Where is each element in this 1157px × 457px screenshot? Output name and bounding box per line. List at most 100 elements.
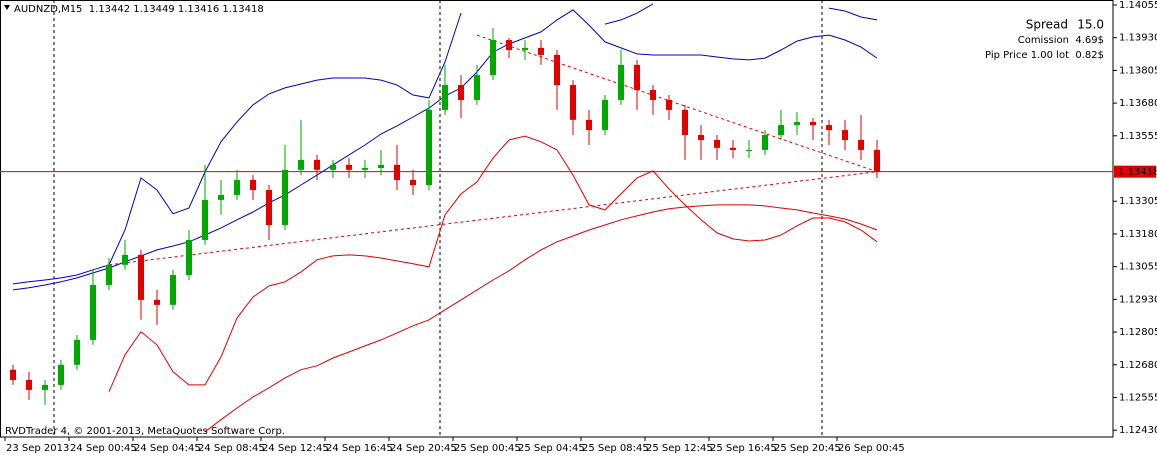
candle-body [410, 180, 416, 186]
candle-body [666, 99, 672, 110]
candle-body [186, 239, 192, 276]
x-tick-label: 23 Sep 2013 [6, 443, 69, 454]
indicator-line [108, 135, 878, 392]
info-value: 0.82$ [1075, 50, 1104, 61]
candle-body [202, 199, 208, 240]
candle-body [826, 125, 832, 131]
y-tick-label: 1.13555 [1119, 131, 1157, 142]
candle-body [698, 135, 704, 140]
axes: 1.14055 1.13930 1.13805 1.13680 1.13555 1.133… [4, 0, 1157, 454]
last-price-box [1114, 165, 1156, 178]
candle-body [170, 275, 176, 305]
candle-body [346, 164, 352, 170]
trend-line [108, 171, 878, 266]
candle-body [618, 64, 624, 100]
x-tick-label: 24 Sep 16:45 [326, 443, 393, 454]
last-price-label: 1.13418 [1118, 167, 1157, 178]
x-tick-label: 25 Sep 00:45 [454, 443, 521, 454]
candle-body [314, 159, 320, 170]
indicator-line [12, 3, 878, 285]
trend-line [476, 34, 878, 173]
candle-body [122, 254, 128, 265]
candle-body [426, 109, 432, 186]
candle-body [330, 164, 336, 170]
candle-body [266, 189, 272, 226]
candle-body [682, 109, 688, 136]
info-value: 15.0 [1077, 18, 1104, 32]
footer: RVDTrader 4, © 2001-2013, MetaQuotes Sof… [5, 426, 285, 437]
candle-body [458, 85, 464, 100]
y-tick-label: 1.13055 [1119, 262, 1157, 273]
y-tick-label: 1.12805 [1119, 327, 1157, 338]
x-tick-label: 25 Sep 12:45 [646, 443, 713, 454]
y-tick-label: 1.13680 [1119, 98, 1157, 109]
candle-body [506, 40, 512, 50]
x-tick-label: 24 Sep 20:45 [390, 443, 457, 454]
candle-body [106, 264, 112, 285]
candle-body [794, 121, 800, 126]
candle-body [874, 149, 880, 172]
y-tick-label: 1.13930 [1119, 33, 1157, 44]
y-tick-label: 1.12430 [1119, 425, 1157, 436]
candle-body [858, 139, 864, 150]
chart-title: AUDNZD,M15 1.13442 1.13449 1.13416 1.134… [14, 4, 264, 15]
info-label: Spread [1026, 18, 1068, 32]
y-tick-label: 1.14055 [1119, 0, 1157, 11]
candle-body [154, 299, 160, 305]
candle-body [58, 364, 64, 385]
y-tick-label: 1.13805 [1119, 65, 1157, 76]
candle-body [714, 139, 720, 148]
x-tick-label: 26 Sep 00:45 [838, 443, 905, 454]
candle-body [538, 47, 544, 55]
candle-body [730, 147, 736, 150]
candle-body [282, 169, 288, 226]
candle-body [378, 164, 384, 168]
x-tick-label: 24 Sep 08:45 [198, 443, 265, 454]
x-tick-label: 25 Sep 04:45 [518, 443, 585, 454]
candle-body [634, 64, 640, 91]
candle-body [394, 164, 400, 181]
candle-body [650, 90, 656, 100]
candle-body [842, 130, 848, 140]
candle-body [10, 369, 16, 380]
candle-body [42, 384, 48, 390]
candle-body [586, 119, 592, 131]
candle-body [362, 167, 368, 170]
candle-body [250, 180, 256, 190]
candle-body [442, 85, 448, 110]
candle-body [746, 149, 752, 151]
candle-body [234, 180, 240, 195]
candle-body [74, 339, 80, 365]
x-tick-label: 25 Sep 16:45 [710, 443, 777, 454]
info-label: Comission [1018, 35, 1069, 46]
candle-body [810, 121, 816, 126]
y-tick-label: 1.13180 [1119, 229, 1157, 240]
y-tick-label: 1.13305 [1119, 196, 1157, 207]
x-tick-label: 24 Sep 00:45 [70, 443, 137, 454]
candle-body [602, 99, 608, 131]
candle-body [762, 135, 768, 150]
candle-body [570, 85, 576, 120]
x-tick-label: 24 Sep 04:45 [134, 443, 201, 454]
x-tick-label: 25 Sep 08:45 [582, 443, 649, 454]
y-tick-label: 1.12930 [1119, 294, 1157, 305]
candle-body [778, 125, 784, 136]
y-tick-label: 1.12555 [1119, 392, 1157, 403]
candle-body [474, 75, 480, 100]
title-icon [4, 5, 10, 10]
x-tick-label: 25 Sep 20:45 [774, 443, 841, 454]
candle-body [138, 254, 144, 300]
candle-body [90, 284, 96, 340]
plot-marks [0, 3, 1113, 433]
candle-body [26, 379, 32, 390]
candle-body [554, 54, 560, 86]
candle-body [298, 159, 304, 170]
x-tick-label: 24 Sep 12:45 [262, 443, 329, 454]
candle-body [218, 194, 224, 200]
info-label: Pip Price 1.00 lot [985, 50, 1069, 61]
y-tick-label: 1.12680 [1119, 360, 1157, 371]
candle-body [490, 40, 496, 76]
candle-body [522, 47, 528, 50]
indicator-line [204, 204, 878, 433]
